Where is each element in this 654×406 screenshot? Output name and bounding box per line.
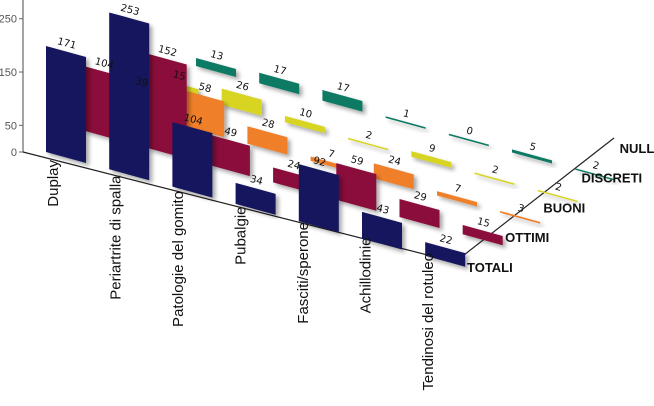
data-label: 13	[209, 49, 224, 63]
bar-buoni	[247, 126, 288, 155]
bar-discreti	[221, 88, 262, 116]
data-label: 15	[476, 216, 491, 230]
data-label: 7	[327, 149, 336, 161]
data-label: 17	[272, 64, 287, 78]
y-tick-label: 150	[0, 67, 17, 79]
data-label: 104	[182, 112, 203, 128]
data-label: 49	[223, 126, 238, 140]
bar-nulli	[385, 116, 426, 129]
series-label-ottimi: OTTIMI	[505, 230, 549, 245]
data-label: 10	[298, 107, 313, 121]
data-label: 59	[349, 154, 364, 168]
data-label: 29	[413, 190, 428, 204]
bar-nulli	[196, 57, 236, 77]
bar-totali	[298, 164, 339, 233]
bar-buoni	[500, 210, 541, 224]
data-label: 24	[387, 154, 402, 168]
y-tick-label: 50	[5, 120, 17, 132]
series-label-totali: TOTALI	[467, 260, 513, 275]
data-label: 24	[286, 159, 301, 173]
bar-nulli	[575, 168, 616, 181]
bar-discreti	[474, 172, 515, 185]
series-label-discreti: DISCRETI	[581, 171, 642, 186]
bar-buoni	[184, 90, 225, 138]
data-label: 152	[157, 44, 178, 60]
bar-totali	[109, 12, 150, 181]
bar-buoni	[373, 163, 414, 190]
bar-buoni	[437, 191, 477, 207]
data-label: 9	[427, 143, 436, 155]
bar-nulli	[512, 149, 552, 164]
series-label-buoni: BUONI	[543, 200, 585, 215]
bar-ottimi	[462, 225, 503, 246]
data-label: 171	[56, 36, 77, 52]
bar-discreti	[537, 189, 578, 203]
data-label: 26	[235, 80, 250, 94]
y-tick-label: 0	[11, 147, 17, 159]
category-label: Fasciti/sperone	[295, 222, 312, 324]
bars	[46, 12, 616, 267]
bar-ottimi	[399, 199, 440, 228]
bar-nulli	[322, 90, 363, 112]
data-label: 22	[438, 233, 453, 247]
y-tick-label: 250	[0, 14, 17, 26]
data-label: 34	[249, 174, 264, 188]
bar-totali	[46, 45, 86, 164]
data-label: 2	[364, 130, 373, 142]
data-label: 2	[591, 160, 600, 172]
data-label: 39	[134, 76, 149, 90]
data-label: 15	[172, 69, 187, 83]
bar-totali	[425, 242, 466, 267]
bar-discreti	[284, 115, 325, 134]
data-label: 7	[453, 183, 462, 195]
data-label: 92	[312, 155, 327, 169]
category-label: Patologie del gomito	[170, 191, 187, 327]
data-label: 58	[197, 81, 212, 95]
data-label: 43	[375, 203, 390, 217]
bar-ottimi	[336, 163, 377, 211]
bar-totali	[172, 122, 213, 198]
series-axis-line	[454, 137, 615, 263]
data-label: 104	[94, 56, 115, 72]
category-label: Tendinosi del rotuleo	[420, 253, 437, 391]
category-label: Periartrite di spalla	[108, 175, 125, 300]
data-label: 0	[465, 126, 474, 138]
data-label: 5	[528, 141, 537, 153]
labels: TOTALI OTTIMI BUONI DISCRETI NULLI Duplay Peri…	[45, 3, 654, 391]
bar-ottimi	[209, 134, 250, 177]
data-label: 253	[119, 3, 140, 19]
bar-totali	[235, 182, 276, 215]
series-label-nulli: NULLI	[620, 141, 654, 156]
bar-discreti	[348, 137, 389, 151]
data-label: 17	[335, 81, 350, 95]
bar-nulli	[259, 72, 300, 95]
category-label: Duplay	[45, 160, 62, 207]
category-label: Achillodinie	[358, 238, 375, 314]
bar-nulli	[448, 133, 489, 147]
category-label: Pubalgie	[233, 207, 250, 265]
data-label: 2	[554, 182, 563, 194]
data-label: 28	[260, 117, 275, 131]
data-label: 3	[516, 203, 525, 215]
bar-totali	[362, 211, 402, 250]
data-label: 2	[491, 164, 500, 176]
bar-discreti	[411, 151, 452, 168]
data-label: 1	[402, 108, 411, 120]
